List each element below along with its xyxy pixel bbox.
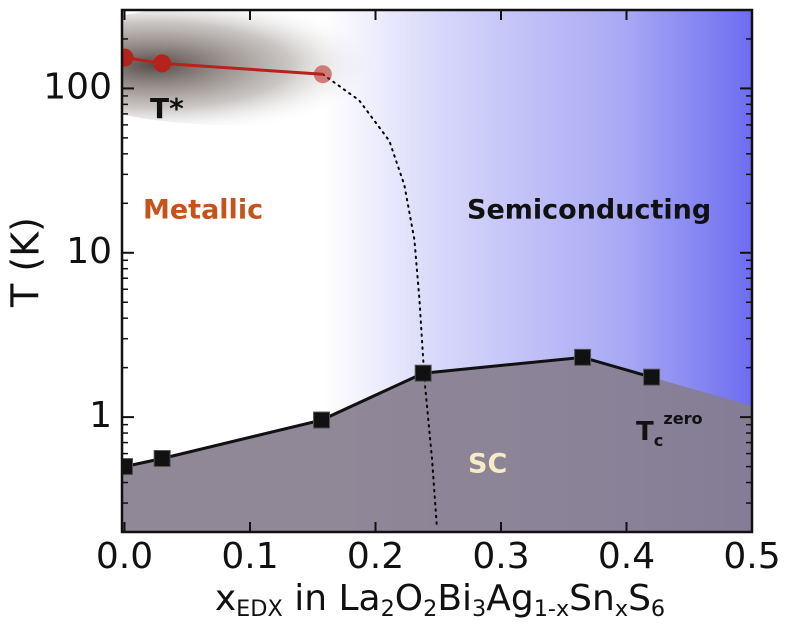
data-point — [153, 450, 171, 468]
label-part: T — [636, 417, 654, 447]
label-part: x — [615, 596, 628, 622]
data-point — [313, 65, 332, 84]
data-point — [414, 364, 432, 382]
x-tick-label: 0.2 — [347, 536, 404, 577]
label-part: 2 — [423, 596, 437, 622]
y-tick-label: 100 — [43, 66, 112, 107]
sc-region — [122, 357, 752, 532]
label-part: in La — [283, 578, 381, 619]
data-point — [643, 368, 661, 386]
semiconducting-label: Semiconducting — [467, 195, 711, 226]
label-part: Sn — [569, 578, 615, 619]
data-point — [153, 54, 172, 73]
data-point — [574, 348, 592, 366]
label-part: 1-x — [534, 596, 569, 622]
crossover-haze — [122, 10, 420, 125]
crossover-line — [321, 73, 438, 530]
data-point — [313, 411, 331, 429]
y-tick-label: 1 — [89, 395, 112, 436]
tstar-label: T* — [150, 92, 184, 125]
data-point — [122, 48, 134, 67]
x-tick-label: 0.1 — [221, 536, 278, 577]
label-part: Ag — [486, 578, 533, 619]
label-part: c — [654, 431, 664, 450]
x-tick-label: 0.0 — [96, 536, 153, 577]
label-part: 6 — [651, 596, 665, 622]
x-tick-label: 0.3 — [472, 536, 529, 577]
x-axis-label: xEDX in La2O2Bi3Ag1-xSnxS6 — [215, 578, 665, 622]
x-tick-label: 0.5 — [723, 536, 780, 577]
x-tick-label: 0.4 — [598, 536, 655, 577]
sc-label: SC — [468, 449, 507, 480]
y-tick-label: 10 — [66, 231, 112, 272]
label-part: zero — [663, 409, 702, 428]
label-part: Bi — [437, 578, 472, 619]
label-part: 3 — [472, 596, 486, 622]
label-part: EDX — [236, 596, 283, 622]
label-part: x — [215, 578, 236, 619]
label-part: 2 — [381, 596, 395, 622]
metallic-label: Metallic — [143, 195, 263, 226]
tc-label: Tc zero — [636, 409, 703, 450]
label-part: S — [628, 578, 651, 619]
label-part: O — [395, 578, 423, 619]
y-axis-label: T (K) — [4, 217, 48, 308]
plot-frame — [120, 8, 754, 534]
